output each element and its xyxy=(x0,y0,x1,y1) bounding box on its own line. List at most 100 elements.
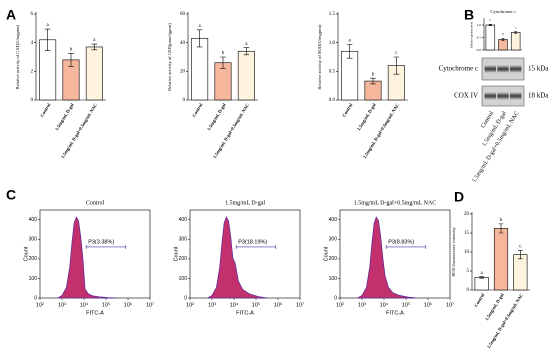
panel-label: D xyxy=(454,189,464,205)
bar xyxy=(85,46,103,101)
band-label: Cytochrome c xyxy=(439,65,478,73)
y-axis-label: ROS fluorescence intensity xyxy=(451,227,456,277)
bar xyxy=(513,254,528,291)
y-tick-label: 1.0 xyxy=(329,41,336,46)
significance-letter: a xyxy=(47,23,50,28)
y-tick-label: 20 xyxy=(180,69,186,74)
x-tick-label: 10⁶ xyxy=(124,301,132,308)
significance-letter: a xyxy=(481,271,484,276)
y-tick-label: 100 xyxy=(179,276,188,282)
x-tick-label: 10⁴ xyxy=(230,301,239,308)
gate xyxy=(85,244,127,249)
plot-frame xyxy=(39,209,151,299)
blot-band xyxy=(497,92,509,100)
y-tick-label: 40 xyxy=(180,41,186,46)
y-tick-label: 400 xyxy=(329,217,338,223)
bar xyxy=(237,50,255,101)
significance-letter: c xyxy=(395,51,398,56)
bar xyxy=(510,32,521,51)
error-bar xyxy=(501,37,505,42)
x-tick-label: Control xyxy=(341,102,354,118)
x-axis-label: FITC-A xyxy=(236,310,254,316)
y-tick-label: 300 xyxy=(179,237,188,243)
bar xyxy=(498,39,508,51)
x-tick-label: 1.5mg/mL D-gal+0.5mg/mL NAC xyxy=(486,292,524,349)
x-tick-label: Control xyxy=(191,102,204,118)
y-tick-label: 0 xyxy=(31,98,34,103)
chart-title: 1.5mg/mL D-gal xyxy=(225,200,265,206)
x-tick-label: 10³ xyxy=(358,302,366,308)
x-axis-label: FITC-A xyxy=(86,310,104,316)
chart-title: Cytochrome c xyxy=(490,9,515,14)
x-tick-label: 10² xyxy=(186,302,194,308)
histogram-shape xyxy=(356,216,418,299)
significance-letter: c xyxy=(519,245,522,250)
gate xyxy=(385,244,427,249)
y-tick-label: 200 xyxy=(29,256,38,262)
y-tick-label: 0 xyxy=(184,295,187,301)
error-bar xyxy=(393,56,400,75)
y-axis-label: Relative protein level xyxy=(470,22,474,48)
gate-label: P3(3.38%) xyxy=(88,239,114,245)
y-tick-label: 0.0 xyxy=(329,98,336,103)
bar xyxy=(485,24,496,51)
y-tick-label: 0.5 xyxy=(477,35,482,39)
blot-band xyxy=(509,92,522,100)
significance-letter: b xyxy=(500,218,503,223)
y-tick-label: 100 xyxy=(29,276,38,282)
y-tick-label: 15 xyxy=(464,231,470,236)
error-bar xyxy=(518,250,523,260)
blot-band xyxy=(497,65,509,73)
x-tick-label: 10⁴ xyxy=(80,301,89,308)
x-tick-label: 10³ xyxy=(58,302,66,308)
bar xyxy=(474,277,489,291)
panel-label: C xyxy=(6,187,16,203)
error-bar xyxy=(243,47,250,56)
y-tick-label: 200 xyxy=(179,256,188,262)
x-tick-label: 10⁵ xyxy=(402,301,410,308)
x-tick-label: 1.5mg/mL D-gal xyxy=(356,102,377,132)
y-tick-label: 10 xyxy=(464,250,470,255)
x-tick-label: 10² xyxy=(336,302,344,308)
error-bar xyxy=(370,77,376,85)
x-tick-label: 10² xyxy=(36,302,44,308)
y-tick-label: 400 xyxy=(179,217,188,223)
y-axis-label: Count xyxy=(173,246,179,261)
significance-letter: a xyxy=(245,42,248,47)
x-tick-label: Control xyxy=(39,102,52,118)
y-tick-label: 300 xyxy=(29,237,38,243)
x-tick-label: 10³ xyxy=(208,302,216,308)
error-bar xyxy=(514,31,518,34)
gate-label: P3(8.83%) xyxy=(388,239,414,245)
y-tick-label: 0 xyxy=(34,295,37,301)
y-tick-label: 200 xyxy=(329,256,338,262)
y-tick-label: 0 xyxy=(467,288,470,293)
significance-letter: a xyxy=(93,38,96,43)
gate-label: P3(18.19%) xyxy=(238,239,267,245)
bar xyxy=(341,50,359,101)
error-bar xyxy=(68,53,74,67)
y-tick-label: 0 xyxy=(334,295,337,301)
x-tick-label: Control xyxy=(473,292,486,308)
y-tick-label: 300 xyxy=(329,237,338,243)
x-axis-label: FITC-A xyxy=(386,310,404,316)
y-tick-label: 1.5 xyxy=(329,12,336,17)
significance-letter: b xyxy=(502,32,504,36)
histogram-shape xyxy=(56,216,118,299)
error-bar xyxy=(91,43,98,51)
x-tick-label: 10⁶ xyxy=(274,301,282,308)
y-tick-label: 0 xyxy=(183,98,186,103)
band-size: 15 kDa xyxy=(528,65,549,73)
error-bar xyxy=(479,276,484,279)
significance-letter: b xyxy=(222,51,225,56)
histogram-shape xyxy=(206,216,268,299)
x-tick-label: 10⁶ xyxy=(424,301,432,308)
x-tick-label: 10⁵ xyxy=(102,301,110,308)
significance-letter: a xyxy=(349,39,352,44)
y-axis-label: Relative activity of SOD(U/mgprot) xyxy=(317,24,322,90)
significance-letter: c xyxy=(515,25,517,29)
gate xyxy=(235,244,277,249)
y-tick-label: 20 xyxy=(464,212,470,217)
